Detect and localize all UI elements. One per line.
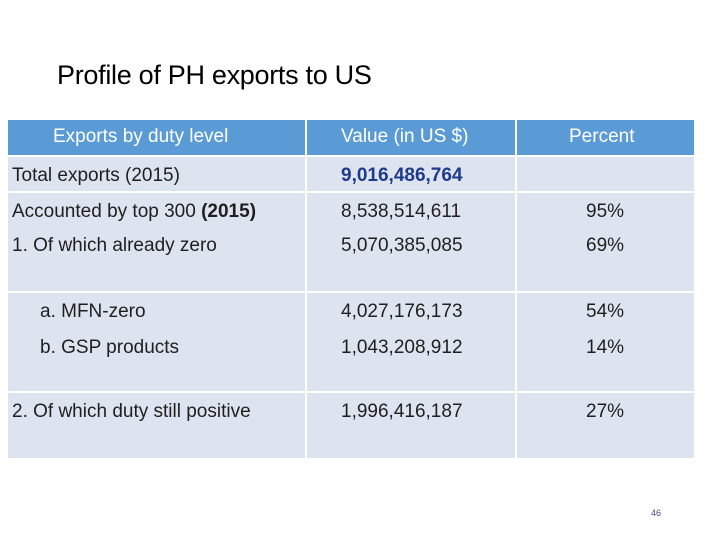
- header-cell-value: [307, 120, 515, 155]
- row-band: [307, 293, 515, 391]
- row-label-top-300-year: (2015): [201, 201, 257, 222]
- row-band: [8, 393, 305, 458]
- value-already-zero: 5,070,385,085: [341, 235, 463, 256]
- row-band: [517, 193, 694, 291]
- slide-title: Profile of PH exports to US: [57, 60, 372, 90]
- value-total-exports: 9,016,486,764: [341, 165, 463, 186]
- row-band: [307, 157, 515, 191]
- row-band: [307, 193, 515, 291]
- column-header-percent: Percent: [569, 126, 635, 147]
- row-label-top-300-text: Accounted by top 300: [12, 201, 202, 222]
- header-cell-level: [8, 120, 305, 155]
- percent-duty-positive: 27%: [586, 401, 625, 422]
- row-band: [8, 293, 305, 391]
- row-label-top-300: Accounted by top 300 (2015): [12, 201, 256, 223]
- header-cell-percent: [517, 120, 694, 155]
- row-band: [8, 193, 305, 291]
- percent-mfn-zero: 54%: [586, 301, 625, 322]
- column-header-value: Value (in US $): [341, 126, 469, 147]
- row-label-duty-positive: 2. Of which duty still positive: [12, 401, 251, 422]
- percent-top-300: 95%: [586, 201, 625, 222]
- row-band: [517, 393, 694, 458]
- value-gsp-products: 1,043,208,912: [341, 337, 463, 358]
- percent-already-zero: 69%: [586, 235, 625, 256]
- value-duty-positive: 1,996,416,187: [341, 401, 463, 422]
- row-band: [517, 157, 694, 191]
- column-header-level: Exports by duty level: [53, 126, 229, 147]
- page-number: 46: [651, 508, 662, 518]
- percent-gsp-products: 14%: [586, 337, 625, 358]
- row-band: [517, 293, 694, 391]
- row-label-already-zero: 1. Of which already zero: [12, 235, 217, 256]
- row-label-mfn-zero: a. MFN-zero: [40, 301, 146, 322]
- row-band: [8, 157, 305, 191]
- value-top-300: 8,538,514,611: [341, 201, 462, 222]
- value-mfn-zero: 4,027,176,173: [341, 301, 463, 322]
- row-label-total-exports: Total exports (2015): [12, 165, 180, 186]
- row-label-gsp-products: b. GSP products: [40, 337, 180, 358]
- row-band: [307, 393, 515, 458]
